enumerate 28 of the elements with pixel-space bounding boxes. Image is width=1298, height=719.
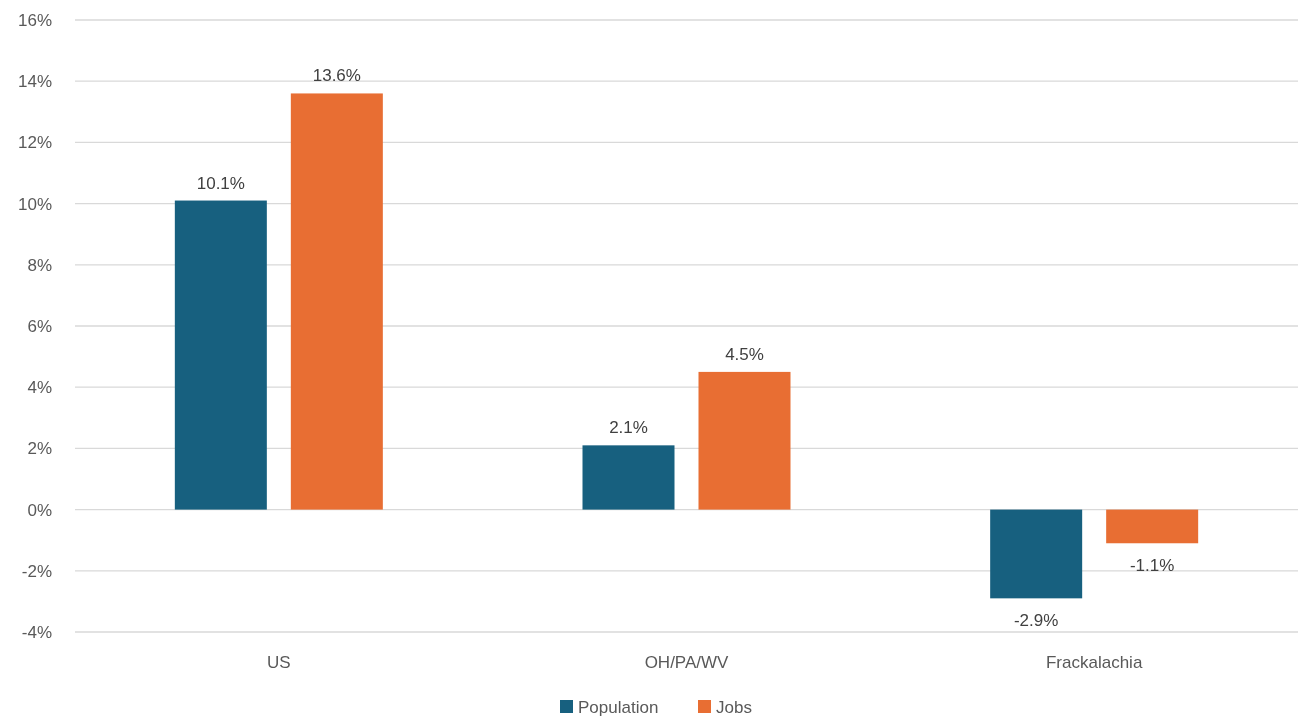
y-tick-label: 4% [27, 378, 52, 398]
bar [174, 200, 267, 510]
bar [290, 93, 383, 510]
y-tick-label: -4% [21, 622, 52, 642]
y-tick-label: 16% [17, 10, 52, 30]
data-label: -2.9% [1013, 611, 1059, 631]
bar [1106, 509, 1199, 544]
y-tick-label: 2% [27, 439, 52, 459]
legend-label: Jobs [716, 698, 752, 717]
x-tick-label: Frackalachia [1045, 653, 1143, 672]
y-tick-label: 14% [17, 72, 52, 92]
x-tick-label: OH/PA/WV [644, 653, 730, 672]
y-tick-label: 6% [27, 316, 52, 336]
y-tick-label: 8% [27, 255, 52, 275]
bar [582, 445, 675, 510]
bar [698, 371, 791, 510]
data-label: 2.1% [609, 418, 648, 438]
y-tick-label: 0% [27, 500, 52, 520]
data-label: -1.1% [1129, 556, 1175, 576]
x-tick-label: US [267, 653, 291, 672]
y-tick-label: 10% [17, 194, 52, 214]
bar [990, 509, 1083, 599]
legend-label: Population [578, 698, 659, 717]
y-tick-label: -2% [21, 561, 52, 581]
data-label: 13.6% [312, 66, 361, 86]
data-label: 4.5% [725, 344, 764, 364]
y-tick-label: 12% [17, 133, 52, 153]
data-label: 10.1% [196, 173, 245, 193]
